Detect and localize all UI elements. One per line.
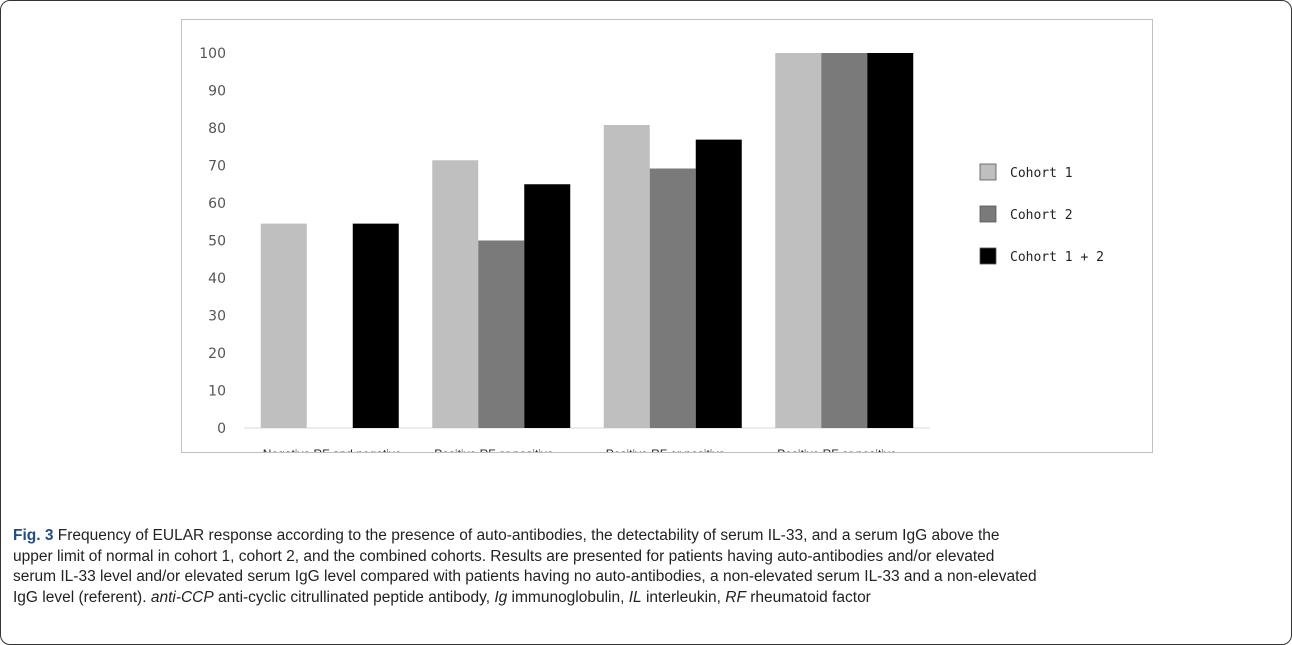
abbr-anti-ccp-def: anti-cyclic citrullinated peptide antibo… — [213, 588, 495, 606]
bar-cohort-2-4 — [821, 53, 868, 428]
y-tick-label: 70 — [208, 159, 226, 175]
y-tick-label: 20 — [208, 346, 226, 362]
caption-line-2: upper limit of normal in cohort 1, cohor… — [13, 547, 995, 565]
y-tick-label: 60 — [208, 196, 226, 212]
legend-label: Cohort 1 + 2 — [1010, 250, 1104, 265]
bar-cohort-1-1 — [260, 223, 307, 428]
caption-line-4: IgG level (referent). — [13, 588, 151, 606]
legend-swatch — [979, 247, 997, 265]
bar-cohort-2-3 — [649, 168, 696, 428]
y-tick-label: 100 — [199, 46, 226, 62]
bar-cohort-2-2 — [478, 240, 525, 428]
y-tick-label: 90 — [208, 84, 226, 100]
y-tick-label: 50 — [208, 234, 226, 250]
chart-container: 0 10 20 30 40 50 60 70 80 90 100 Negative RF and ne… — [181, 19, 1153, 453]
x-category-label: Positive RF or positive — [434, 447, 554, 452]
abbr-il-def: interleukin, — [641, 588, 726, 606]
legend-label: Cohort 1 — [1010, 166, 1073, 181]
figure-number: Fig. 3 — [13, 527, 54, 544]
bar-cohort-1-3 — [603, 125, 650, 428]
abbr-anti-ccp: anti-CCP — [150, 588, 214, 606]
abbr-il: IL — [628, 588, 642, 606]
abbr-ig: Ig — [494, 588, 508, 606]
abbr-ig-def: immunoglobulin, — [507, 588, 629, 606]
bar-cohort-1-2 — [432, 160, 479, 428]
bar-chart: 0 10 20 30 40 50 60 70 80 90 100 Negative RF and ne… — [199, 46, 1104, 452]
legend-label: Cohort 2 — [1010, 208, 1073, 223]
abbr-rf: RF — [725, 588, 746, 606]
y-tick-label: 40 — [208, 271, 226, 287]
y-tick-label: 10 — [208, 384, 226, 400]
caption-line-3: serum IL-33 level and/or elevated serum … — [13, 568, 1037, 585]
figure-caption: Fig. 3 Frequency of EULAR response accor… — [13, 526, 1281, 608]
y-tick-label: 0 — [217, 421, 226, 437]
bar-cohort-1-2-4 — [867, 53, 914, 428]
caption-line-1: Frequency of EULAR response according to… — [53, 527, 1000, 544]
bar-cohort-1-2-2 — [524, 184, 571, 428]
bar-cohort-1-4 — [775, 53, 822, 428]
x-category-label: Positive RF or positive — [606, 447, 726, 452]
abbr-rf-def: rheumatoid factor — [745, 588, 871, 606]
x-category-label: Positive RF or positive — [777, 447, 897, 452]
bar-cohort-1-2-3 — [695, 139, 742, 428]
y-tick-label: 80 — [208, 121, 226, 137]
x-category-label: Negative RF and negative — [263, 447, 402, 452]
legend-swatch — [979, 205, 997, 223]
y-tick-label: 30 — [208, 309, 226, 325]
bar-cohort-1-2-1 — [352, 223, 399, 428]
legend-swatch — [979, 163, 997, 181]
